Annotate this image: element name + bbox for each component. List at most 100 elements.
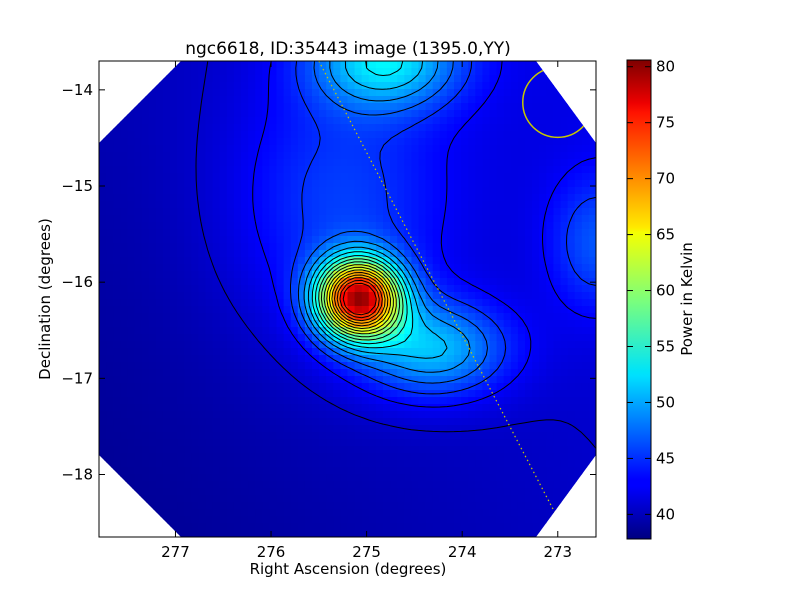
heatmap-cell [205, 334, 214, 342]
heatmap-cell [262, 516, 270, 524]
heatmap-cell [205, 152, 214, 160]
heatmap-cell [177, 404, 185, 412]
heatmap-cell [319, 110, 327, 118]
heatmap-cell [177, 180, 185, 188]
heatmap-cell [120, 201, 128, 209]
heatmap-cell [503, 474, 512, 482]
heatmap-cell [553, 306, 562, 314]
heatmap-cell [191, 390, 199, 398]
heatmap-cell [482, 446, 491, 454]
heatmap-cell [283, 502, 292, 510]
heatmap-cell [468, 152, 476, 160]
heatmap-cell [177, 376, 185, 384]
heatmap-cell [333, 509, 341, 517]
heatmap-cell [574, 425, 583, 433]
heatmap-cell [162, 369, 171, 377]
heatmap-cell [454, 467, 462, 475]
heatmap-cell [177, 418, 185, 426]
heatmap-cell [219, 369, 228, 377]
heatmap-cell [148, 159, 157, 167]
heatmap-cell [560, 369, 569, 377]
heatmap-cell [326, 348, 334, 356]
heatmap-cell [383, 390, 391, 398]
heatmap-cell [418, 516, 427, 524]
heatmap-cell [581, 383, 590, 391]
heatmap-cell [560, 404, 569, 412]
heatmap-cell [155, 208, 164, 216]
heatmap-cell [127, 418, 136, 426]
heatmap-cell [319, 194, 327, 202]
heatmap-cell [475, 411, 483, 419]
heatmap-cell [113, 271, 121, 279]
heatmap-cell [241, 278, 249, 286]
heatmap-cell [560, 215, 569, 223]
heatmap-cell [468, 180, 476, 188]
heatmap-cell [475, 194, 483, 202]
heatmap-cell [539, 257, 547, 265]
heatmap-cell [390, 124, 398, 132]
heatmap-cell [489, 348, 498, 356]
heatmap-cell [184, 418, 192, 426]
heatmap-cell [368, 362, 377, 370]
heatmap-cell [461, 509, 469, 517]
heatmap-cell [184, 96, 192, 104]
heatmap-cell [560, 341, 569, 349]
heatmap-cell [269, 383, 278, 391]
heatmap-cell [219, 355, 228, 363]
heatmap-cell [347, 96, 356, 104]
heatmap-cell [198, 474, 207, 482]
heatmap-cell [120, 131, 128, 139]
heatmap-cell [248, 278, 256, 286]
heatmap-cell [283, 271, 292, 279]
heatmap-cell [134, 474, 143, 482]
heatmap-cell [283, 124, 292, 132]
heatmap-cell [290, 124, 299, 132]
heatmap-cell [191, 187, 199, 195]
heatmap-cell [432, 383, 441, 391]
heatmap-cell [297, 292, 306, 300]
heatmap-cell [170, 306, 178, 314]
heatmap-cell [120, 194, 128, 202]
heatmap-cell [432, 264, 441, 272]
heatmap-cell [106, 306, 114, 314]
heatmap-cell [510, 75, 519, 83]
heatmap-cell [191, 82, 199, 90]
heatmap-cell [269, 327, 278, 335]
heatmap-cell [233, 131, 242, 139]
heatmap-cell [233, 313, 242, 321]
heatmap-cell [439, 502, 448, 510]
heatmap-cell [468, 432, 476, 440]
heatmap-cell [446, 488, 455, 496]
heatmap-cell [454, 222, 462, 230]
heatmap-cell [269, 89, 278, 97]
heatmap-cell [532, 418, 540, 426]
heatmap-cell [120, 355, 128, 363]
heatmap-cell [446, 425, 455, 433]
heatmap-cell [560, 334, 569, 342]
heatmap-cell [347, 425, 356, 433]
heatmap-cell [177, 271, 185, 279]
heatmap-cell [177, 439, 185, 447]
heatmap-cell [390, 460, 398, 468]
heatmap-cell [120, 390, 128, 398]
heatmap-cell [425, 201, 434, 209]
heatmap-cell [553, 418, 562, 426]
heatmap-cell [411, 75, 420, 83]
heatmap-cell [283, 222, 292, 230]
heatmap-cell [312, 334, 320, 342]
heatmap-cell [418, 215, 427, 223]
heatmap-cell [276, 376, 285, 384]
heatmap-cell [375, 180, 384, 188]
heatmap-cell [333, 299, 341, 307]
heatmap-cell [319, 432, 327, 440]
heatmap-cell [340, 320, 349, 328]
heatmap-cell [532, 488, 540, 496]
heatmap-cell [219, 180, 228, 188]
heatmap-cell [404, 215, 412, 223]
heatmap-cell [503, 327, 512, 335]
heatmap-cell [184, 362, 192, 370]
heatmap-cell [418, 194, 427, 202]
heatmap-cell [581, 285, 590, 293]
heatmap-cell [574, 411, 583, 419]
heatmap-cell [567, 397, 576, 405]
